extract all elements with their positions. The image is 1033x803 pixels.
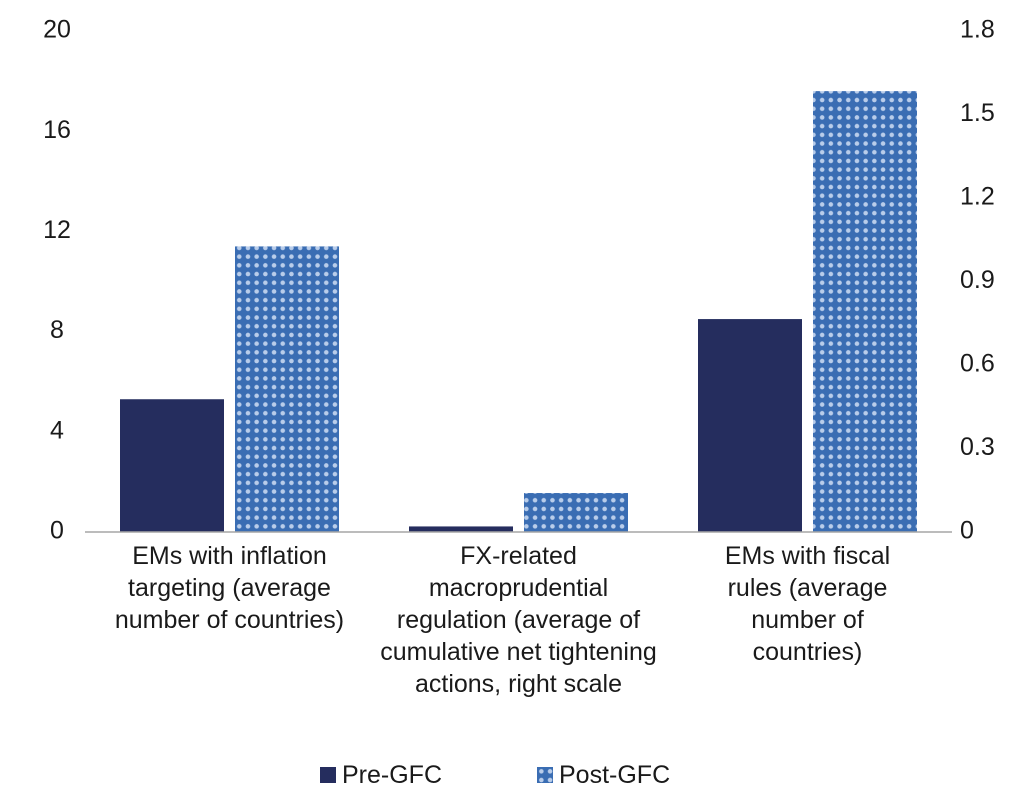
bar <box>813 91 917 533</box>
y2-tick-label: 0.6 <box>960 350 995 378</box>
y2-tick-label: 1.2 <box>960 183 995 211</box>
y2-tick-label: 0.9 <box>960 266 995 294</box>
legend-marker <box>537 767 553 783</box>
x-tick-label: EMs with inflation targeting (average nu… <box>114 542 345 634</box>
y2-tick-label: 0 <box>960 517 974 545</box>
y2-tick-label: 1.5 <box>960 99 995 127</box>
legend-label: Post-GFC <box>559 761 671 789</box>
y-tick-label: 12 <box>43 216 71 244</box>
legend-swatch <box>320 767 336 783</box>
legend: Pre-GFC Post-GFC <box>320 760 765 790</box>
legend-marker <box>320 767 336 783</box>
bar <box>409 526 513 532</box>
y2-tick-label: 1.8 <box>960 16 995 44</box>
bar <box>235 246 339 532</box>
legend-label: Pre-GFC <box>342 761 442 789</box>
bar <box>524 493 628 532</box>
bar <box>120 399 224 532</box>
legend-item: Pre-GFC <box>320 760 442 790</box>
y-tick-label: 0 <box>50 517 64 545</box>
y2-tick-label: 0.3 <box>960 433 995 461</box>
x-tick-label: EMs with fiscal rules (average number of… <box>724 542 891 666</box>
y-tick-label: 16 <box>43 116 71 144</box>
legend-item: Post-GFC <box>537 760 670 790</box>
legend-swatch <box>537 767 553 783</box>
x-tick-label: FX-related macroprudential regulation (a… <box>380 542 657 698</box>
y-tick-label: 4 <box>50 416 64 444</box>
bar <box>698 319 802 532</box>
y-tick-label: 20 <box>43 16 71 44</box>
y-tick-label: 8 <box>50 316 64 344</box>
